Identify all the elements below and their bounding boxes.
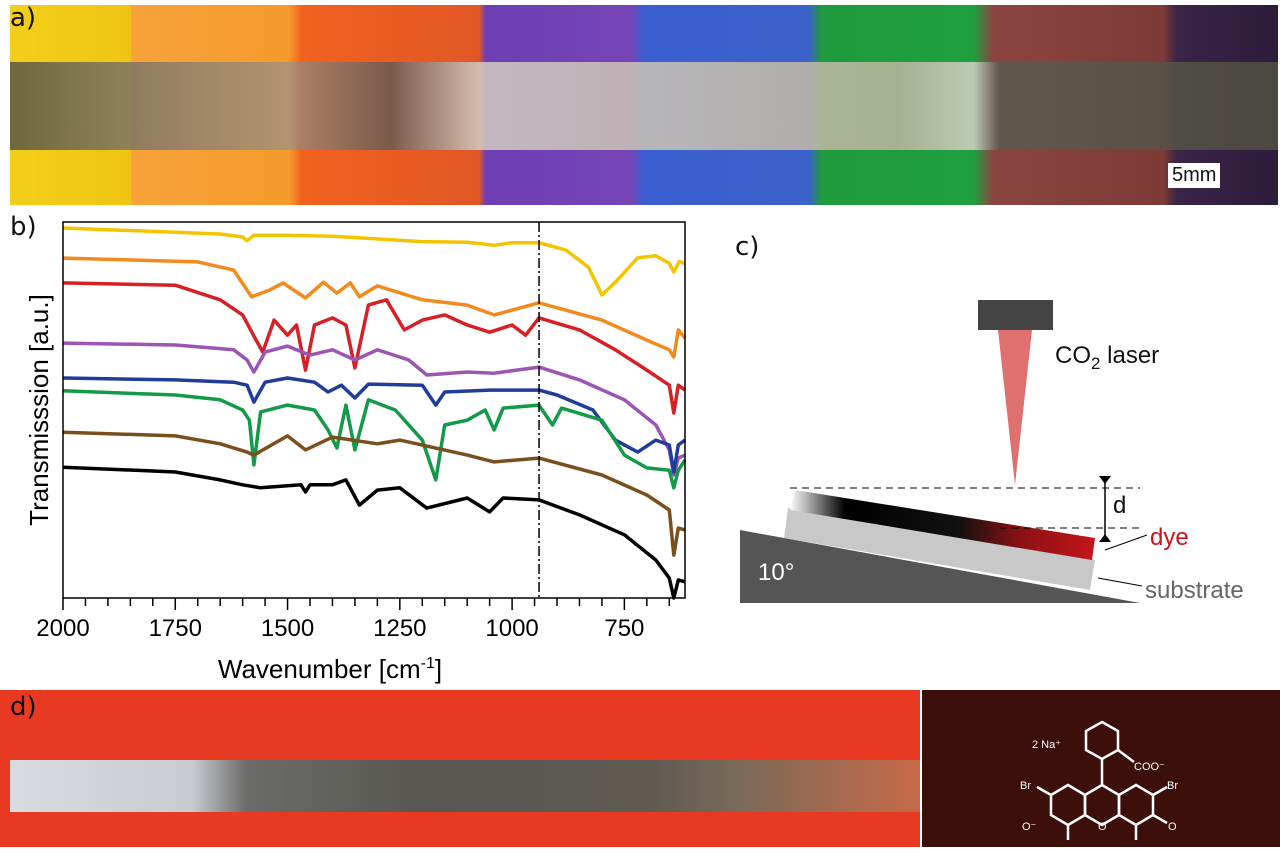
plot-frame (62, 221, 686, 599)
dye-label: dye (1150, 524, 1189, 551)
x-tick-label: 1000 (485, 615, 538, 642)
scale-bar-label: 5mm (1168, 163, 1221, 188)
laser-setup-diagram: 10° CO2 laser d dye substrate (740, 300, 1244, 604)
ramp-wedge (740, 530, 1140, 603)
x-tick-label: 1250 (373, 615, 426, 642)
panel-label-d: d) (10, 692, 37, 722)
distance-label: d (1113, 492, 1126, 519)
dye-layer (790, 490, 1095, 560)
oxide-label: O⁻ (1022, 821, 1037, 833)
substrate-label: substrate (1145, 577, 1244, 604)
x-axis-tick-labels: 2000 1750 1500 1250 1000 750 (36, 615, 644, 642)
ftir-spectra-chart: 2000 1750 1500 1250 1000 750 Wavenumber [cm-1… (24, 221, 687, 684)
substrate-leader-line (1097, 577, 1143, 587)
spectrum-series-8 (62, 465, 686, 600)
panel-label-c: c) (735, 232, 760, 262)
angle-label: 10° (758, 559, 794, 586)
laser-head (978, 300, 1053, 330)
eosin-molecule: 2 Na⁺ COO⁻ Br Br O⁻ O O (1020, 720, 1178, 840)
x-tick-label: 1750 (149, 615, 202, 642)
spectrum-series-2 (62, 256, 687, 359)
substrate-slab (784, 508, 1095, 590)
x-axis-ticks (62, 598, 671, 610)
spectrum-series-3 (62, 281, 687, 415)
laser-treated-strip (10, 760, 920, 812)
spectrum-series-4 (62, 341, 686, 477)
dye-leader-line (1104, 534, 1148, 551)
spectrum-series-7 (62, 430, 686, 557)
x-tick-label: 2000 (36, 615, 89, 642)
panel-label-a: a) (10, 3, 37, 33)
spectrum-series-1 (62, 226, 686, 297)
x-tick-label: 1500 (261, 615, 314, 642)
laser-label: CO2 laser (1055, 342, 1159, 373)
laser-treated-strip (10, 62, 1278, 150)
panel-label-b: b) (10, 212, 37, 242)
series-layer (62, 226, 687, 600)
x-axis-label: Wavenumber [cm-1] (218, 654, 442, 684)
arrow-head-top (1099, 476, 1111, 484)
y-axis-label: Transmisssion [a.u.] (24, 294, 54, 526)
counterion-label: 2 Na⁺ (1032, 739, 1061, 751)
photo-eosin-sample (0, 690, 920, 847)
keto-oxygen-label: O (1168, 821, 1177, 833)
photo-dye-samples-strip (10, 5, 1278, 205)
eosin-structure-panel: 2 Na⁺ COO⁻ Br Br O⁻ O O (922, 690, 1280, 847)
carboxylate-label: COO⁻ (1134, 761, 1165, 773)
spectrum-series-5 (62, 376, 687, 474)
arrow-head-bottom (1099, 534, 1111, 542)
ring-oxygen-label: O (1098, 821, 1107, 833)
bromine-label: Br (1167, 780, 1178, 792)
bromine-label: Br (1020, 780, 1031, 792)
x-tick-label: 750 (604, 615, 644, 642)
laser-beam (998, 330, 1032, 485)
